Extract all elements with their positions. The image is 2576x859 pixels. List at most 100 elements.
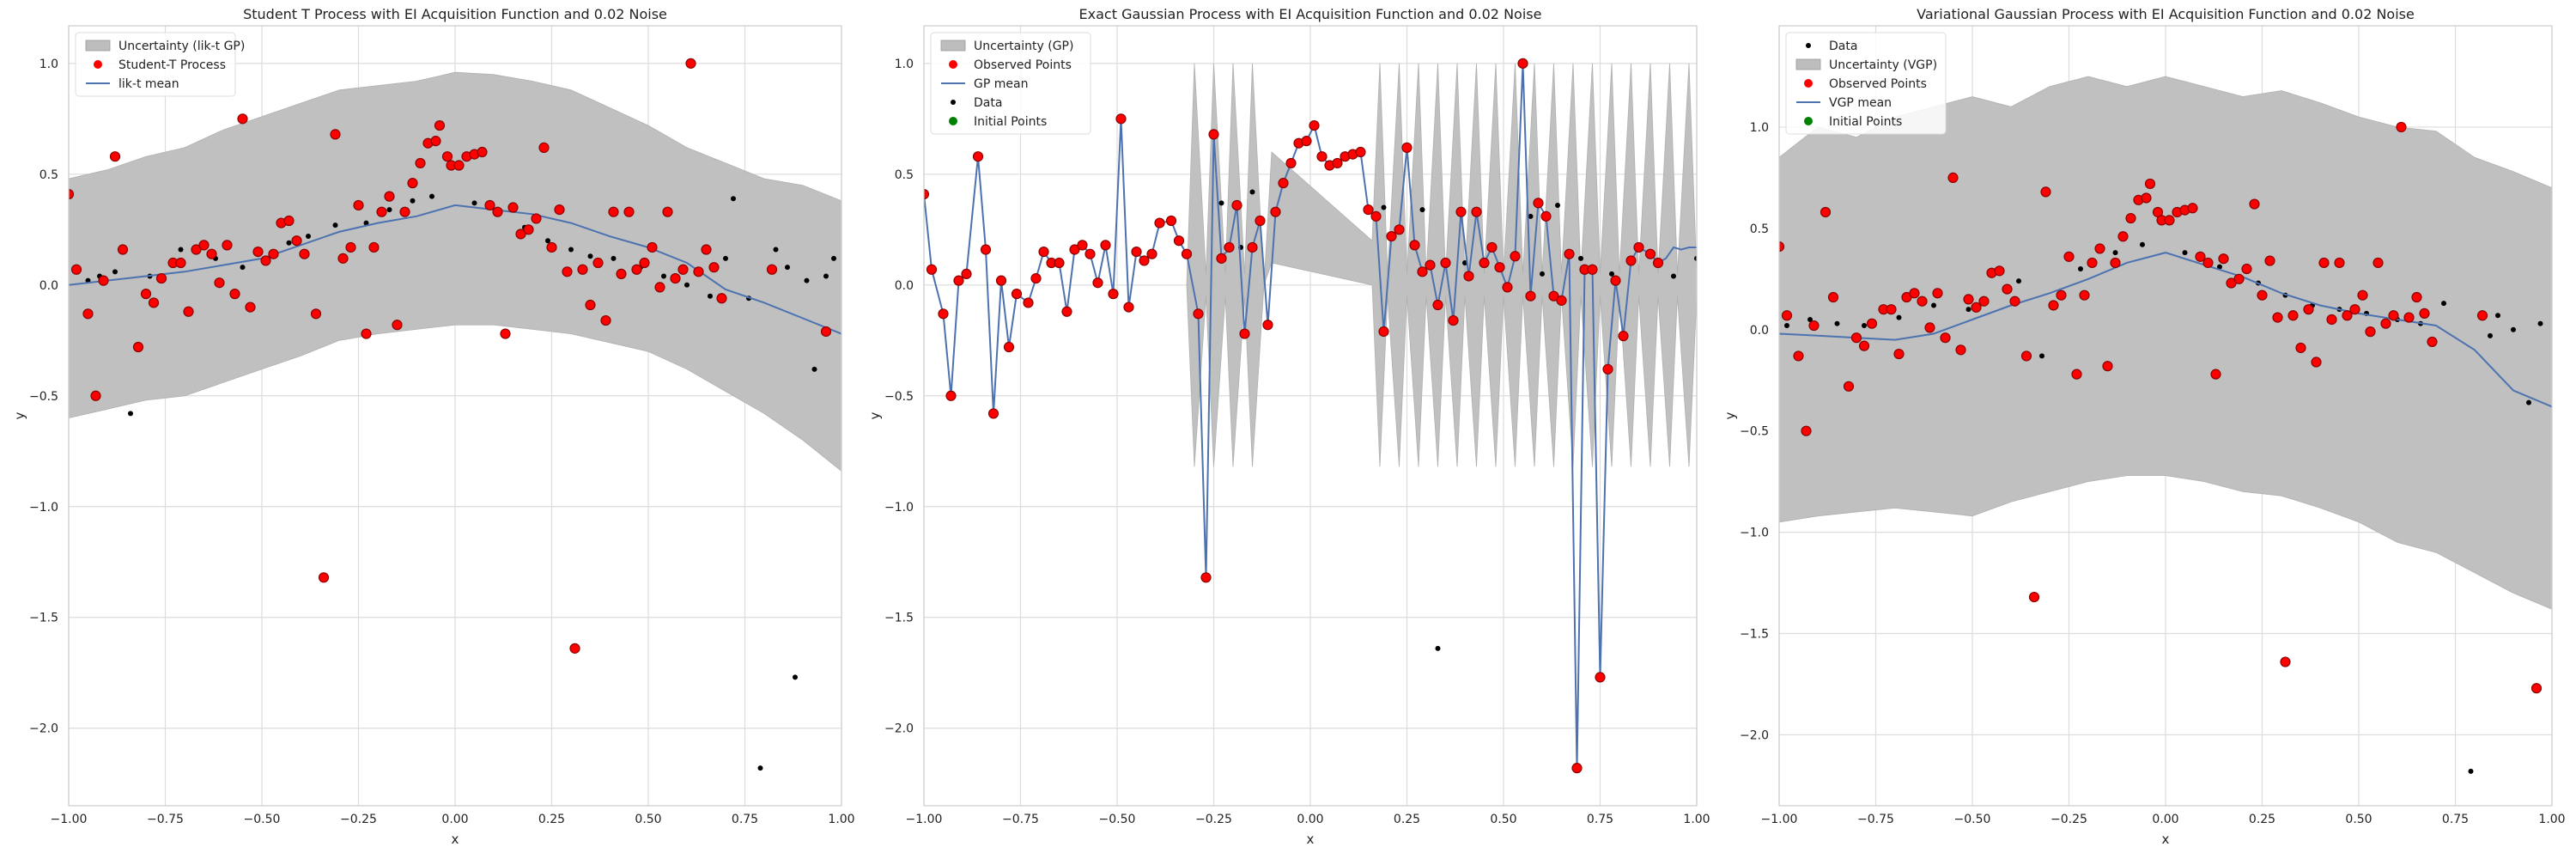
observed-point <box>229 289 240 300</box>
x-tick-label: 0.25 <box>538 813 565 826</box>
data-point <box>178 247 184 253</box>
observed-point <box>283 215 295 227</box>
x-tick-label: 0.00 <box>441 813 468 826</box>
observed-point <box>140 289 152 300</box>
observed-point <box>1432 299 1443 311</box>
observed-point <box>1587 264 1598 275</box>
x-tick-label: 0.75 <box>2442 813 2469 826</box>
x-tick-label: 0.50 <box>635 813 661 826</box>
data-point <box>240 265 246 271</box>
observed-point <box>2334 257 2345 269</box>
data-point <box>661 273 666 279</box>
observed-point <box>1820 206 1832 218</box>
plot-area <box>924 58 1697 774</box>
data-point <box>723 255 728 261</box>
observed-point <box>2210 369 2221 380</box>
observed-point <box>109 151 121 162</box>
legend-label: Uncertainty (VGP) <box>1829 58 1937 72</box>
observed-point <box>1978 295 1990 307</box>
observed-point <box>191 244 202 255</box>
y-tick-label: 0.0 <box>1750 324 1769 338</box>
data-point <box>410 198 416 204</box>
observed-point <box>1394 224 1405 235</box>
data-point <box>1218 200 1224 206</box>
observed-point <box>214 277 225 289</box>
observed-point <box>2241 263 2252 275</box>
panel-title: Exact Gaussian Process with EI Acquisiti… <box>1079 6 1542 22</box>
observed-point <box>1932 288 1943 299</box>
observed-point <box>492 206 503 217</box>
data-point <box>2488 332 2493 338</box>
observed-point <box>98 275 109 286</box>
x-tick-label: −0.50 <box>244 813 281 826</box>
data-point <box>1381 204 1387 210</box>
observed-point <box>2020 350 2032 362</box>
observed-point <box>2218 253 2229 265</box>
y-tick-label: 1.0 <box>895 58 914 71</box>
observed-point <box>972 151 984 162</box>
observed-point <box>1355 146 1366 158</box>
student-t-process-panel: Student T Process with EI Acquisition Fu… <box>12 6 855 847</box>
observed-point <box>554 204 565 216</box>
x-tick-label: 0.50 <box>1490 813 1516 826</box>
data-point <box>1896 314 1902 320</box>
observed-point <box>1793 350 1804 362</box>
data-point <box>2495 313 2500 319</box>
y-tick-label: −2.0 <box>1740 728 1769 742</box>
observed-point <box>2063 251 2075 262</box>
data-point <box>332 222 338 228</box>
observed-point <box>260 255 271 266</box>
observed-point <box>148 297 160 308</box>
observed-point <box>441 151 453 162</box>
observed-point <box>1139 255 1150 266</box>
legend-label: Initial Points <box>1829 115 1902 129</box>
x-tick-label: 0.50 <box>2345 813 2372 826</box>
observed-point <box>1011 289 1023 300</box>
observed-point <box>1886 304 1897 315</box>
observed-point <box>1030 272 1042 284</box>
uncertainty-band <box>1779 76 2552 610</box>
x-tick-label: 1.00 <box>1683 813 1710 826</box>
observed-point <box>1455 206 1467 217</box>
observed-point <box>569 643 580 654</box>
y-tick-label: −1.5 <box>29 612 58 625</box>
observed-point <box>2388 310 2399 321</box>
observed-point <box>1963 294 1974 305</box>
data-point <box>757 765 763 771</box>
y-tick-label: −2.0 <box>884 722 914 736</box>
uncertainty-band <box>69 71 841 472</box>
observed-point <box>1084 248 1096 259</box>
y-tick-label: −0.5 <box>1740 425 1769 439</box>
observed-point <box>2530 683 2543 694</box>
observed-point <box>70 264 82 275</box>
observed-point <box>353 199 364 211</box>
observed-point <box>926 264 938 275</box>
observed-point <box>538 142 550 153</box>
observed-point <box>2357 289 2368 301</box>
observed-point <box>2342 310 2353 321</box>
data-point <box>2112 250 2118 256</box>
mean-line <box>69 204 841 335</box>
legend-swatch-patch <box>1795 58 1821 70</box>
observed-point <box>2002 283 2013 295</box>
observed-point <box>1278 178 1289 189</box>
observed-point <box>2125 212 2136 224</box>
observed-point <box>1909 288 1920 299</box>
legend-label: lik-t mean <box>118 77 179 91</box>
observed-point <box>453 160 465 171</box>
observed-point <box>577 264 588 275</box>
observed-point <box>945 390 957 401</box>
observed-point <box>1644 248 1656 259</box>
observed-point <box>252 247 264 258</box>
observed-point <box>1633 241 1644 253</box>
observed-point <box>1417 266 1428 277</box>
x-tick-label: −1.00 <box>1761 813 1798 826</box>
observed-point <box>2094 243 2105 254</box>
x-tick-label: −0.50 <box>1954 813 1991 826</box>
legend-swatch-dot <box>1804 79 1813 88</box>
observed-point <box>132 341 144 353</box>
observed-point <box>1131 247 1142 258</box>
observed-point <box>1216 253 1227 264</box>
axes-frame <box>1778 25 2553 807</box>
data-point <box>1555 202 1560 208</box>
